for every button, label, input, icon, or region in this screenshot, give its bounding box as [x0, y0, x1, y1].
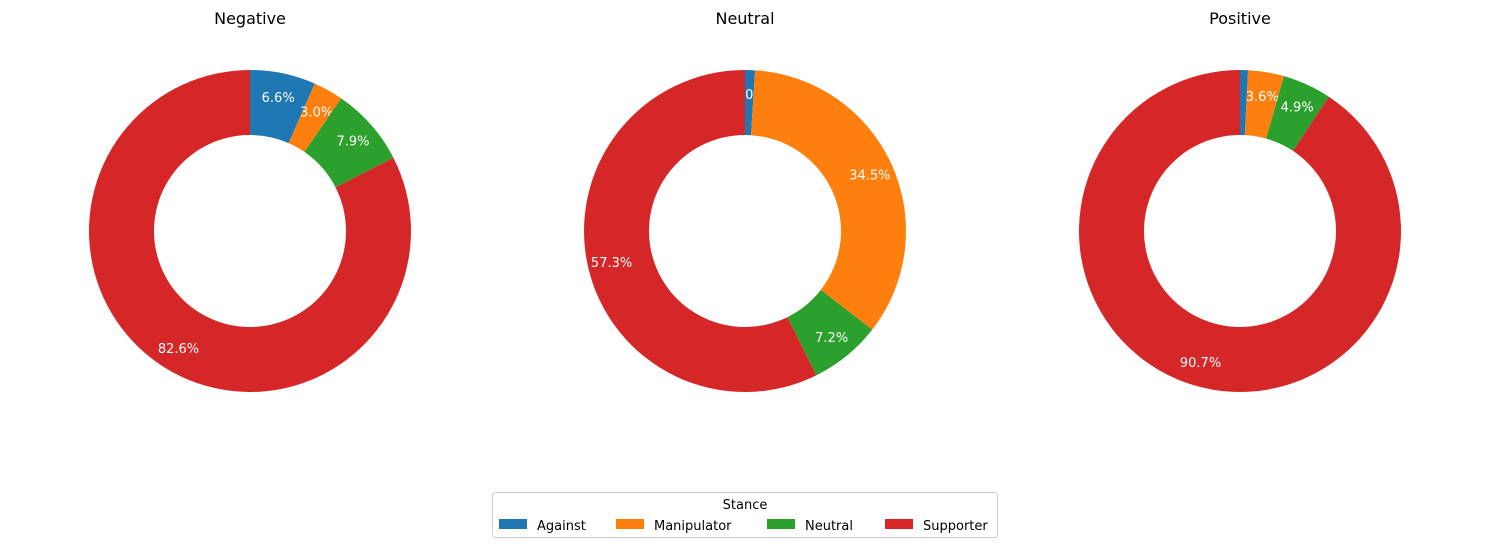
- legend-title: Stance: [723, 498, 768, 513]
- slice-supporter: [1079, 70, 1401, 392]
- slice-label-supporter: 57.3%: [591, 256, 632, 271]
- legend-label: Manipulator: [654, 519, 732, 534]
- legend-label: Neutral: [805, 519, 853, 534]
- slice-manipulator: [1244, 70, 1284, 139]
- legend-item-against: Against: [499, 519, 586, 534]
- slice-label-supporter: 90.7%: [1180, 356, 1221, 371]
- slice-against: [745, 70, 756, 136]
- chart-title: Positive: [1209, 9, 1271, 28]
- donut-charts: Negative6.6%3.0%7.9%82.6%Neutral1.0%34.5…: [89, 9, 1401, 393]
- legend-swatch: [885, 519, 913, 529]
- legend-swatch: [767, 519, 795, 529]
- slice-label-neutral: 4.9%: [1281, 100, 1314, 115]
- legend-swatch: [616, 519, 644, 529]
- slice-label-against: 6.6%: [262, 91, 295, 106]
- slice-manipulator: [751, 70, 907, 330]
- legend-swatch: [499, 519, 527, 529]
- legend-label: Against: [537, 519, 586, 534]
- legend-item-neutral: Neutral: [767, 519, 853, 534]
- legend-item-manipulator: Manipulator: [616, 519, 732, 534]
- slice-neutral: [1266, 76, 1329, 151]
- slice-supporter: [583, 70, 817, 393]
- slice-label-manipulator: 3.6%: [1246, 90, 1279, 105]
- legend: Stance Against Manipulator Neutral Supporte…: [492, 492, 998, 538]
- slice-label-manipulator: 3.0%: [300, 105, 333, 120]
- legend-label: Supporter: [923, 519, 988, 534]
- legend-items: Against Manipulator Neutral Supporter: [499, 519, 988, 534]
- slice-supporter: [89, 70, 412, 392]
- chart-title: Neutral: [715, 9, 774, 28]
- slice-neutral: [304, 98, 394, 188]
- slice-label-manipulator: 34.5%: [849, 169, 890, 184]
- slice-against: [250, 70, 315, 144]
- slice-label-supporter: 82.6%: [158, 342, 199, 357]
- legend-item-supporter: Supporter: [885, 519, 988, 534]
- donut-positive: Positive 3.6%4.9% 90.7%: [1079, 9, 1401, 392]
- slice-manipulator: [288, 83, 342, 152]
- donut-negative: Negative 6.6% 3.0%7.9% 82.6%: [89, 9, 412, 392]
- chart-title: Negative: [214, 9, 286, 28]
- slice-label-neutral: 7.2%: [815, 331, 848, 346]
- slice-label-neutral: 7.9%: [336, 135, 369, 150]
- slice-neutral: [787, 289, 873, 376]
- slice-against: [1240, 70, 1249, 136]
